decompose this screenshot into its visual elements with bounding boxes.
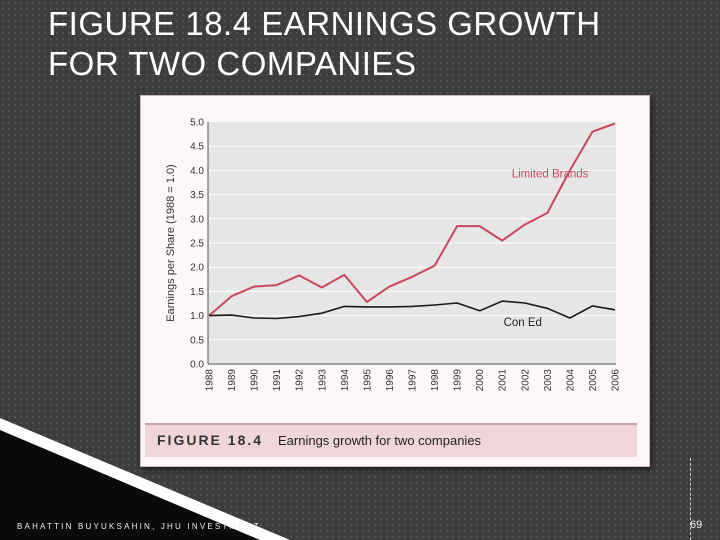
series-line-limited-brands: [208, 122, 616, 317]
x-tick-label: 1994: [340, 369, 351, 392]
y-tick-label: 4.0: [190, 166, 204, 177]
dashed-divider: [690, 458, 691, 540]
figure-caption: FIGURE 18.4 Earnings growth for two comp…: [145, 423, 637, 457]
x-tick-label: 2005: [588, 369, 599, 392]
x-tick-label: 1997: [408, 369, 419, 392]
slide-title-line-1: FIGURE 18.4 EARNINGS GROWTH: [48, 5, 601, 42]
y-tick-label: 0.0: [190, 360, 204, 371]
y-tick-label: 0.5: [190, 335, 204, 346]
x-tick-label: 1991: [272, 369, 283, 392]
x-tick-label: 2004: [565, 369, 576, 392]
x-tick-label: 2006: [611, 369, 622, 392]
y-tick-label: 3.0: [190, 214, 204, 225]
page-number: 69: [690, 519, 703, 531]
slide-title: FIGURE 18.4 EARNINGS GROWTH FOR TWO COMP…: [48, 4, 708, 84]
x-tick-label: 2003: [543, 369, 554, 392]
x-tick-label: 2000: [475, 369, 486, 392]
x-tick-label: 1988: [205, 369, 216, 392]
series-label-limited-brands: Limited Brands: [512, 169, 589, 181]
figure-caption-label: FIGURE 18.4: [157, 432, 264, 448]
figure-caption-text: Earnings growth for two companies: [278, 433, 482, 448]
x-tick-label: 1990: [250, 369, 261, 392]
figure-card: 0.0 0.5 1.0 1.5 2.0 2.5 3.0 3.5 4.0 4.5 5.0 1988 198…: [140, 95, 650, 467]
series-label-con-ed: Con Ed: [504, 317, 542, 329]
slide-title-line-2: FOR TWO COMPANIES: [48, 45, 417, 82]
y-axis-label: Earnings per Share (1988 = 1.0): [165, 164, 177, 321]
x-tick-label: 1993: [317, 369, 328, 392]
x-tick-label: 1992: [295, 369, 306, 392]
x-tick-label: 1996: [385, 369, 396, 392]
x-tick-label: 2001: [498, 369, 509, 392]
y-tick-label: 2.0: [190, 263, 204, 274]
y-tick-label: 3.5: [190, 190, 204, 201]
y-tick-label: 1.5: [190, 287, 204, 298]
series-line-con-ed: [208, 300, 616, 320]
x-tick-label: 1995: [362, 369, 373, 392]
x-tick-label: 1989: [227, 369, 238, 392]
y-tick-label: 1.0: [190, 311, 204, 322]
x-tick-label: 2002: [520, 369, 531, 392]
y-tick-label: 4.5: [190, 142, 204, 153]
footer-author: BAHATTIN BUYUKSAHIN, JHU INVESTMENT: [17, 522, 261, 531]
x-tick-label: 1999: [453, 369, 464, 392]
x-tick-label: 1998: [430, 369, 441, 392]
y-tick-label: 5.0: [190, 118, 204, 129]
y-tick-label: 2.5: [190, 239, 204, 250]
earnings-growth-chart: 0.0 0.5 1.0 1.5 2.0 2.5 3.0 3.5 4.0 4.5 5.0 1988 198…: [165, 118, 622, 392]
